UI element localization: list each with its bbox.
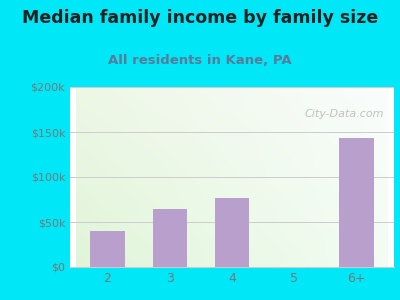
Bar bbox=[215, 198, 249, 267]
Bar bbox=[340, 138, 374, 267]
Text: City-Data.com: City-Data.com bbox=[305, 109, 384, 118]
Text: All residents in Kane, PA: All residents in Kane, PA bbox=[108, 54, 292, 67]
Text: Median family income by family size: Median family income by family size bbox=[22, 9, 378, 27]
Bar bbox=[152, 208, 187, 267]
Bar bbox=[90, 231, 124, 267]
